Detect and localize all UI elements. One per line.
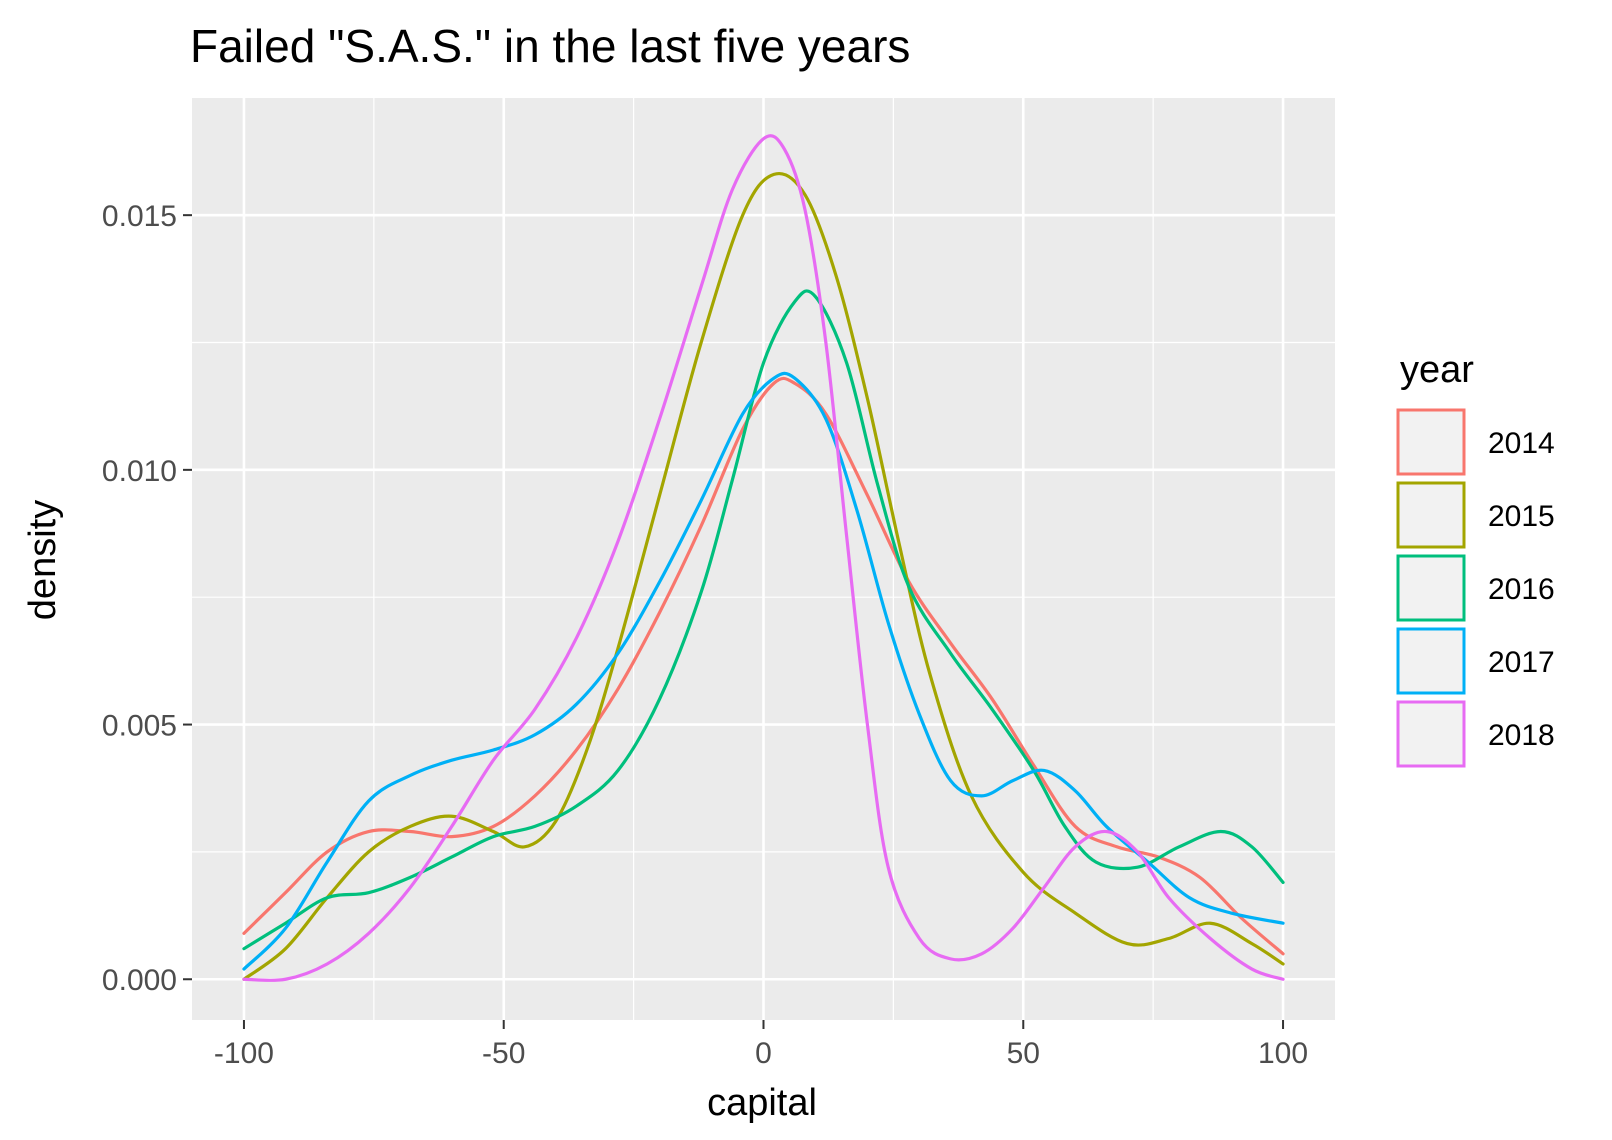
series-line-2017 <box>242 371 1285 971</box>
series-lines <box>242 134 1285 982</box>
axis-ticks: -100 -50 0 50 100 0.000 0.005 0.010 0.015 <box>102 200 1308 1070</box>
y-tick-label: 0.005 <box>102 710 177 743</box>
legend-label-2014: 2014 <box>1488 427 1555 460</box>
x-tick-label: -50 <box>482 1037 525 1070</box>
series-line-2016 <box>242 289 1285 951</box>
y-axis-title: density <box>22 500 64 620</box>
chart-title: Failed "S.A.S." in the last five years <box>190 20 910 72</box>
series-line-2015 <box>242 172 1285 981</box>
legend-key-2014 <box>1396 408 1466 476</box>
x-axis-title: capital <box>707 1082 817 1124</box>
y-tick-label: 0.000 <box>102 964 177 997</box>
legend-label-2018: 2018 <box>1488 719 1555 752</box>
series-line-2014 <box>242 376 1285 956</box>
legend-key-2016 <box>1396 554 1466 622</box>
legend: 2014 2015 2016 2017 2018 <box>1396 408 1555 768</box>
grid-lines <box>192 98 1335 1020</box>
legend-label-2015: 2015 <box>1488 500 1555 533</box>
x-tick-label: 50 <box>1007 1037 1040 1070</box>
legend-key-2015 <box>1396 481 1466 549</box>
legend-label-2016: 2016 <box>1488 573 1555 606</box>
legend-label-2017: 2017 <box>1488 646 1555 679</box>
y-tick-label: 0.010 <box>102 455 177 488</box>
legend-title: year <box>1400 349 1474 391</box>
x-tick-label: -100 <box>214 1037 274 1070</box>
x-tick-label: 0 <box>755 1037 772 1070</box>
legend-key-2017 <box>1396 627 1466 695</box>
series-line-2018 <box>242 134 1285 982</box>
y-tick-label: 0.015 <box>102 200 177 233</box>
x-tick-label: 100 <box>1258 1037 1308 1070</box>
legend-key-2018 <box>1396 700 1466 768</box>
